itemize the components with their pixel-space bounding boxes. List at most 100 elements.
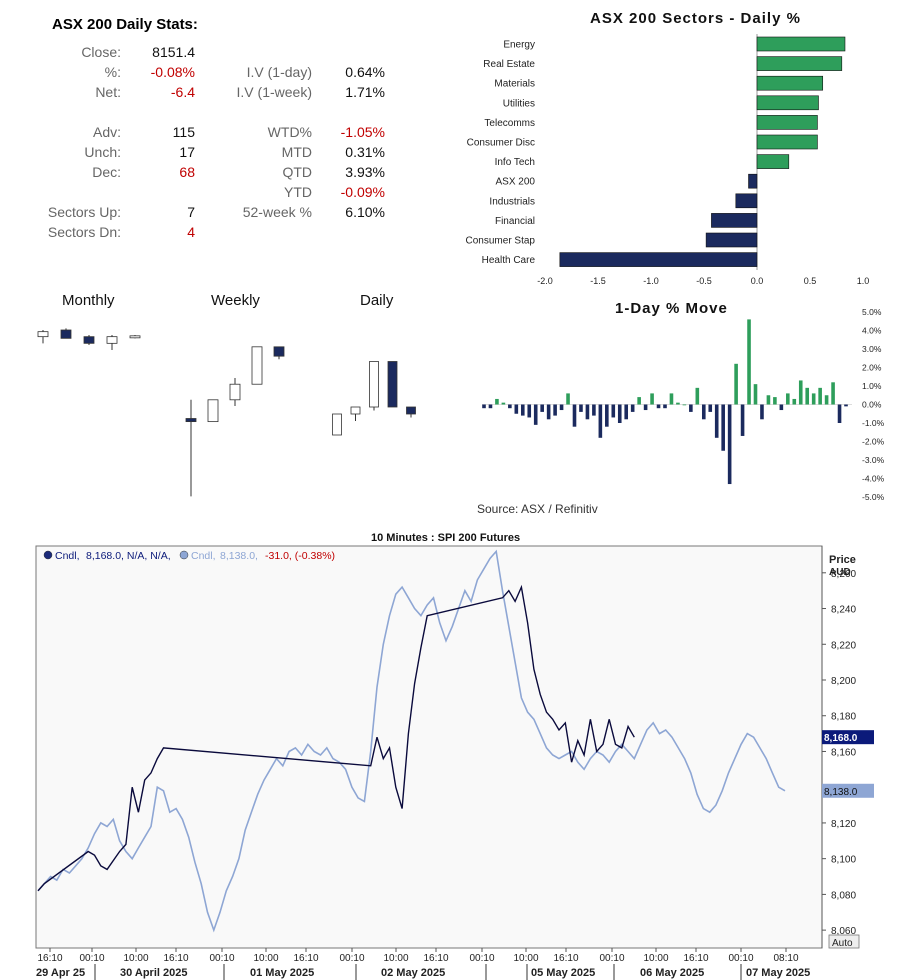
candle-body xyxy=(37,331,49,338)
spi-x-tick-label: 16:10 xyxy=(293,953,318,964)
move-bar xyxy=(837,404,842,423)
move-bar xyxy=(643,404,648,411)
sector-bar xyxy=(756,115,818,130)
stat-label: Sectors Up: xyxy=(47,204,121,220)
stat-label: Adv: xyxy=(92,124,121,140)
move-bar xyxy=(611,404,616,418)
stat-label: WTD% xyxy=(267,124,312,140)
stat-value: 3.93% xyxy=(345,164,385,180)
move-bar xyxy=(624,404,629,420)
sector-tick-label: 1.0 xyxy=(857,276,870,286)
spi-y-tick-label: 8,180 xyxy=(831,712,856,723)
stat-value: 0.64% xyxy=(345,64,385,80)
sector-label: ASX 200 xyxy=(496,177,536,188)
move-bar xyxy=(714,404,719,438)
move-bar xyxy=(553,404,557,416)
move-tick-label: -3.0% xyxy=(862,455,885,465)
sector-tick-label: -1.5 xyxy=(590,276,606,286)
spi-x-tick-label: 16:10 xyxy=(683,953,708,964)
spi-x-tick-label: 10:00 xyxy=(123,953,148,964)
spi-x-tick-label: 10:00 xyxy=(513,953,538,964)
spi-auto-button xyxy=(828,934,860,949)
monthly-label: Monthly xyxy=(62,292,115,309)
spi-x-tick-label: 10:00 xyxy=(253,953,278,964)
stat-value: -0.08% xyxy=(150,64,195,80)
stat-label: MTD xyxy=(281,144,312,160)
move-bar xyxy=(708,404,713,412)
stat-value: -0.09% xyxy=(340,184,385,200)
move-tick-label: -4.0% xyxy=(862,474,885,484)
move-bar xyxy=(566,393,570,405)
move-bar xyxy=(689,404,693,412)
move-tick-label: -1.0% xyxy=(862,418,885,428)
spi-legend-light-name: Cndl, xyxy=(191,550,216,562)
spi-x-tick-label: 00:10 xyxy=(209,953,234,964)
stat-value: 115 xyxy=(172,124,195,140)
sector-tick-label: -1.0 xyxy=(643,276,659,286)
spi-last-dark-label: 8,168.0 xyxy=(824,733,858,744)
move-bar xyxy=(598,404,603,438)
candle-body xyxy=(332,413,342,436)
move-bar xyxy=(669,393,674,405)
move-bar xyxy=(676,402,680,405)
move-bar xyxy=(501,402,506,405)
stat-value: 7 xyxy=(187,204,195,220)
spi-legend-light-change: -31.0, (-0.38%) xyxy=(265,550,335,562)
stats-title: ASX 200 Daily Stats: xyxy=(52,16,198,33)
sector-bar xyxy=(711,213,758,228)
spi-auto-label: Auto xyxy=(832,938,853,949)
stat-label: 52-week % xyxy=(242,204,312,220)
move-bar xyxy=(617,404,622,423)
move-bar xyxy=(520,404,525,416)
spi-x-tick-label: 00:10 xyxy=(599,953,624,964)
spi-legend-dark-name: Cndl, xyxy=(55,550,80,562)
sector-tick-label: 0.5 xyxy=(804,276,817,286)
sector-chart: Energy Real Estate Materials Utilities Telec… xyxy=(466,34,870,286)
spi-x-tick-label: 08:10 xyxy=(773,953,798,964)
move-bar xyxy=(721,404,725,451)
spi-x-tick-label: 00:10 xyxy=(339,953,364,964)
stat-label: Sectors Dn: xyxy=(47,224,121,240)
spi-plot-area xyxy=(35,545,823,949)
stat-value: 4 xyxy=(187,224,195,240)
move-bar xyxy=(818,387,822,405)
move-bar xyxy=(747,319,751,405)
move-bar xyxy=(766,395,771,405)
spi-y-tick-label: 8,120 xyxy=(831,819,856,830)
sector-bar xyxy=(756,134,818,150)
spi-x-tick-label: 16:10 xyxy=(553,953,578,964)
candle-body xyxy=(185,418,197,423)
sector-label: Industrials xyxy=(489,196,535,207)
sector-label: Financial xyxy=(495,216,535,227)
spi-y-tick-label: 8,160 xyxy=(831,747,856,758)
sector-label: Health Care xyxy=(482,255,536,266)
move-bar xyxy=(546,404,551,420)
move-bar xyxy=(482,404,486,409)
move-bar xyxy=(727,404,732,485)
move-chart-title: 1-Day % Move xyxy=(615,300,728,317)
sector-tick-label: -0.5 xyxy=(696,276,712,286)
candle-body xyxy=(369,361,379,408)
stat-label: Close: xyxy=(81,44,121,60)
stat-label: YTD xyxy=(284,184,312,200)
candle-body xyxy=(406,406,416,415)
daily-label: Daily xyxy=(360,292,394,309)
sector-label: Consumer Stap xyxy=(466,236,536,247)
stat-value: 68 xyxy=(179,164,195,180)
spi-y-tick-label: 8,220 xyxy=(831,640,856,651)
move-tick-label: 5.0% xyxy=(862,307,882,317)
stat-label: QTD xyxy=(282,164,312,180)
stat-label: Unch: xyxy=(84,144,121,160)
move-bar xyxy=(488,404,493,409)
sector-label: Telecomms xyxy=(484,118,535,129)
spi-legend-light-values: 8,138.0, xyxy=(220,550,258,562)
move-bar xyxy=(792,398,797,405)
spi-chart-title: 10 Minutes : SPI 200 Futures xyxy=(371,532,521,544)
spi-date-label: 30 April 2025 xyxy=(120,967,187,979)
spi-x-tick-label: 00:10 xyxy=(469,953,494,964)
sector-bar xyxy=(705,232,758,248)
sector-label: Materials xyxy=(494,79,535,90)
move-bar xyxy=(540,404,544,412)
spi-y-tick-label: 8,200 xyxy=(831,676,856,687)
spi-date-label: 07 May 2025 xyxy=(746,967,810,979)
